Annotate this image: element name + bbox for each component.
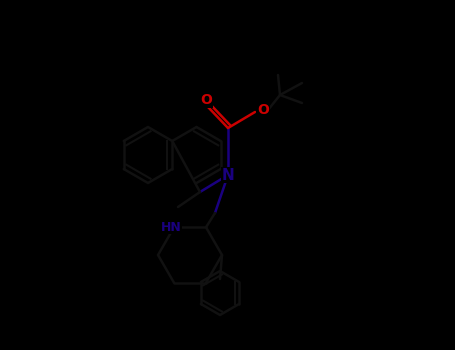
Text: O: O <box>200 93 212 107</box>
Text: HN: HN <box>161 221 182 234</box>
Text: N: N <box>222 168 234 182</box>
Text: O: O <box>257 103 269 117</box>
